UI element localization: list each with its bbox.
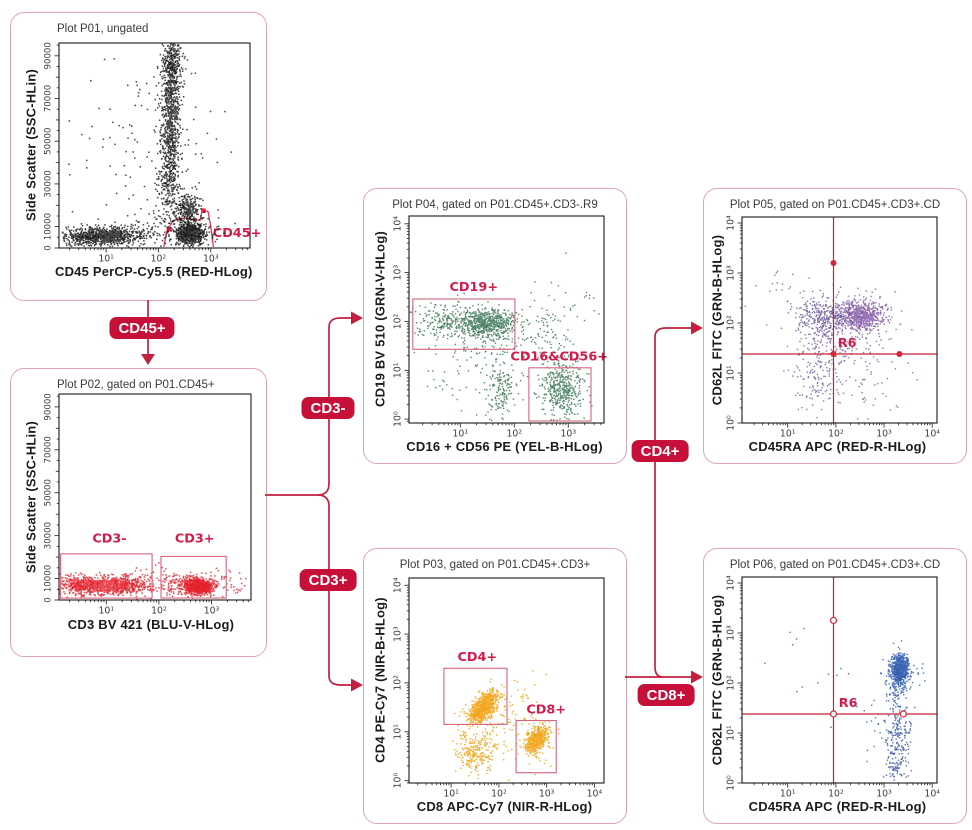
plot-title: Plot P05, gated on P01.CD45+.CD3+.CD (729, 199, 941, 211)
plot-card-p06: Plot P06, gated on P01.CD45+.CD3+.CD 10¹… (703, 548, 967, 824)
x-axis-label: CD45RA APC (RED-R-HLog) (748, 799, 927, 814)
plot-card-p02: Plot P02, gated on P01.CD45+ 10¹ 10² 10³ 0 1… (10, 368, 267, 657)
svg-text:70000: 70000 (44, 85, 54, 112)
arrowhead-right-cd8 (691, 670, 703, 684)
svg-text:CD45+: CD45+ (213, 226, 262, 241)
plot-title: Plot P04, gated on P01.CD45+.CD3-.R9 (392, 199, 598, 211)
gate-badge-cd3-negative: CD3- (301, 397, 355, 419)
svg-text:10²: 10² (151, 606, 167, 617)
plot-title: Plot P01, ungated (57, 23, 149, 35)
connector-cd4-cd8-split (625, 327, 691, 678)
svg-text:10³: 10³ (204, 606, 220, 617)
x-axis-label: CD3 BV 421 (BLU-V-HLog) (67, 617, 235, 632)
svg-text:30000: 30000 (44, 170, 54, 197)
y-axis-label: CD62L FITC (GRN-B-HLog) (709, 594, 725, 766)
x-axis-label: CD45RA APC (RED-R-HLog) (748, 439, 927, 454)
arrowhead-right-cd4 (691, 321, 703, 335)
svg-text:10³: 10³ (203, 254, 219, 265)
y-axis-label: Side Scatter (SSC-HLin) (23, 69, 39, 221)
x-axis-label: CD45 PerCP-Cy5.5 (RED-HLog) (55, 264, 253, 279)
connector-cd3-split (265, 317, 351, 686)
plot-card-p01: Plot P01, ungated 10¹ 10² 10³ 0 10000 30000 50… (10, 12, 267, 301)
svg-text:10000: 10000 (44, 213, 54, 240)
svg-text:90000: 90000 (44, 393, 54, 420)
plot-card-p05: Plot P05, gated on P01.CD45+.CD3+.CD 10¹… (703, 188, 967, 464)
svg-text:10000: 10000 (44, 565, 54, 592)
plot-title: Plot P03, gated on P01.CD45+.CD3+ (399, 559, 591, 571)
y-axis-label: Side Scatter (SSC-HLin) (23, 421, 39, 573)
arrowhead-down-cd45 (141, 354, 155, 365)
svg-text:10¹: 10¹ (98, 254, 114, 265)
svg-text:10¹: 10¹ (99, 606, 115, 617)
scatter-plot-p01: 10¹ 10² 10³ 0 10000 30000 50000 70000 90000 CD45+ (44, 42, 262, 265)
y-axis-label: CD19 BV 510 (GRN-V-HLog) (372, 231, 388, 407)
plot-title: Plot P02, gated on P01.CD45+ (57, 379, 215, 391)
plot-card-p03: Plot P03, gated on P01.CD45+.CD3+ 10¹ 10²… (363, 548, 627, 824)
svg-text:50000: 50000 (44, 479, 54, 506)
svg-text:70000: 70000 (44, 436, 54, 463)
y-axis-label: CD4 PE-Cy7 (NIR-B-HLog) (372, 597, 388, 763)
plot-card-p04: Plot P04, gated on P01.CD45+.CD3-.R9 10¹… (363, 188, 627, 464)
gate-badge-cd3-positive: CD3+ (299, 569, 357, 591)
plot-title: Plot P06, gated on P01.CD45+.CD3+.CD (729, 559, 941, 571)
svg-text:90000: 90000 (44, 42, 54, 69)
gate-badge-cd4: CD4+ (631, 440, 689, 462)
arrowhead-right-cd3pos (351, 678, 363, 692)
gate-badge-cd45: CD45+ (109, 317, 175, 339)
arrowhead-right-cd3neg (351, 311, 363, 325)
gate-badge-cd8: CD8+ (637, 684, 695, 706)
svg-text:50000: 50000 (44, 128, 54, 155)
svg-text:30000: 30000 (44, 522, 54, 549)
svg-text:0: 0 (44, 245, 54, 250)
x-axis-label: CD8 APC-Cy7 (NIR-R-HLog) (416, 799, 593, 814)
svg-text:0: 0 (44, 597, 54, 602)
y-axis-label: CD62L FITC (GRN-B-HLog) (709, 234, 725, 406)
svg-text:10²: 10² (151, 254, 167, 265)
x-axis-label: CD16 + CD56 PE (YEL-B-HLog) (406, 439, 603, 454)
